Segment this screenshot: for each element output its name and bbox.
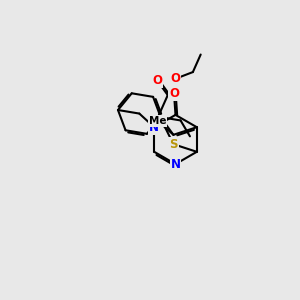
Text: O: O — [169, 87, 179, 100]
Text: Me: Me — [149, 116, 166, 126]
Text: O: O — [152, 74, 162, 87]
Text: S: S — [169, 138, 178, 151]
Text: N: N — [170, 158, 181, 171]
Text: N: N — [149, 121, 159, 134]
Text: O: O — [170, 72, 180, 86]
